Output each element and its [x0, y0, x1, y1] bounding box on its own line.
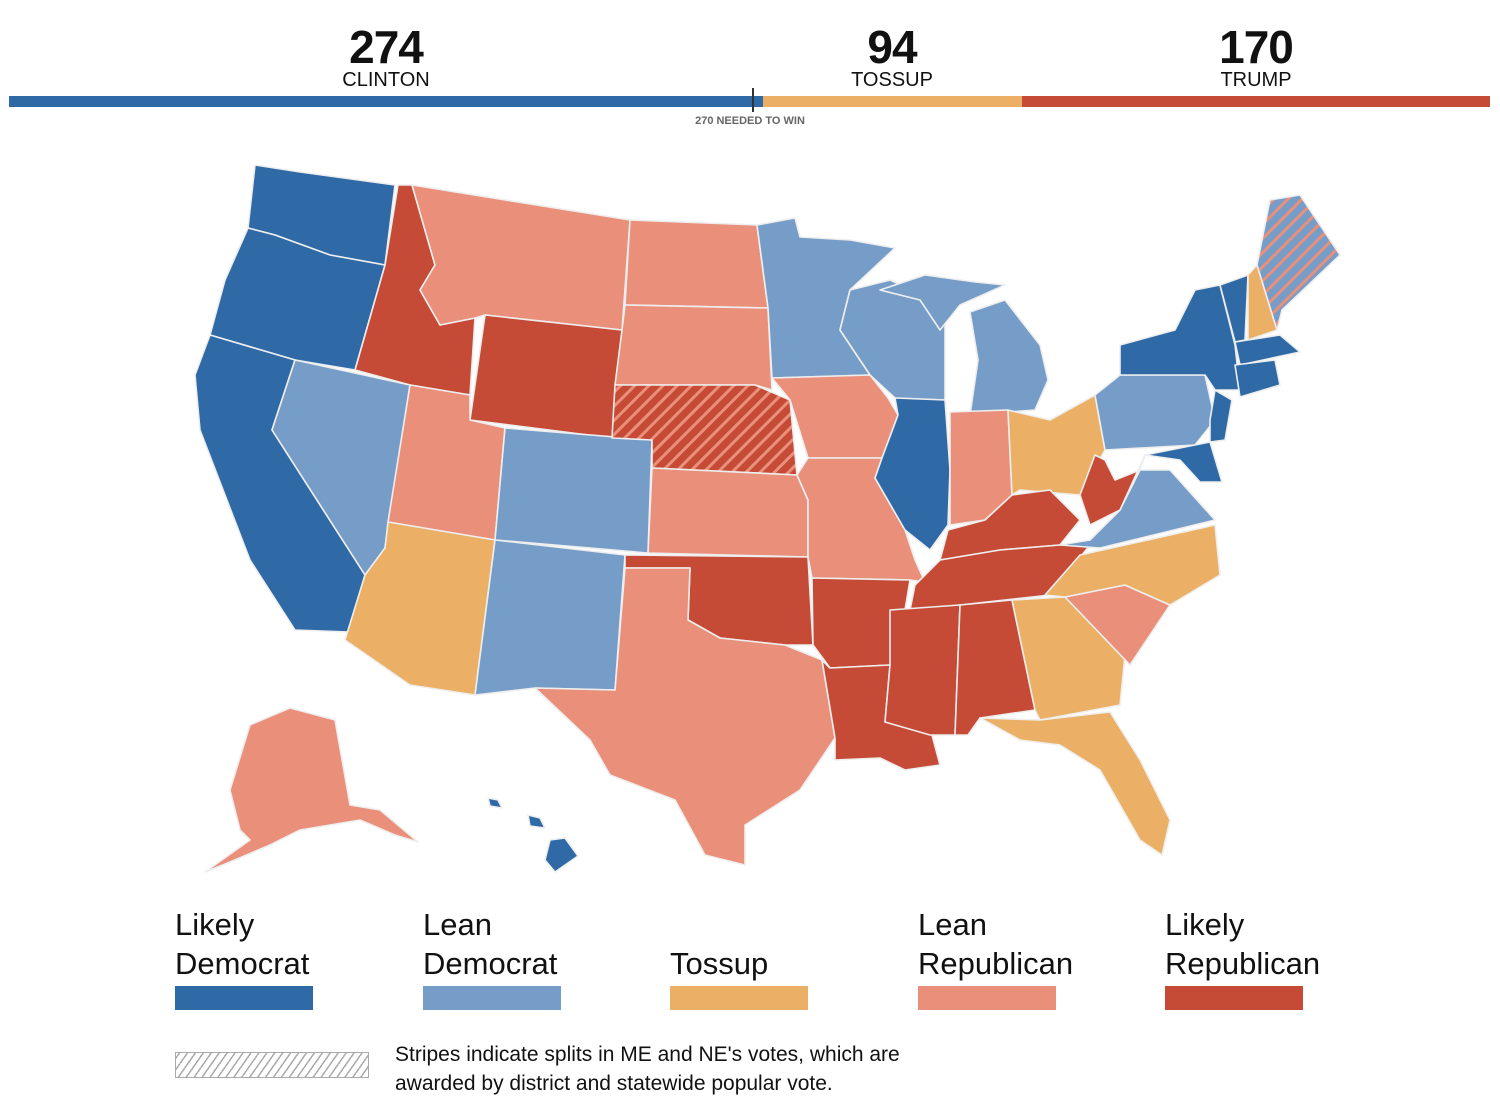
legend-likely-rep: Likely Republican — [1165, 905, 1325, 1010]
legend-line1: Likely — [175, 907, 255, 942]
legend-lean-dem: Lean Democrat — [423, 905, 583, 1010]
state-nm[interactable] — [474, 539, 626, 696]
state-ks[interactable] — [647, 467, 809, 558]
legend-line1: Lean — [423, 907, 492, 942]
clinton-label: CLINTON — [342, 69, 430, 91]
win-threshold-label: 270 NEEDED TO WIN — [695, 115, 805, 127]
tossup-count: 94 — [867, 21, 917, 73]
legend-line2: Democrat — [423, 946, 558, 981]
trump-count: 170 — [1219, 21, 1294, 73]
stripe-note: Stripes indicate splits in ME and NE's v… — [395, 1043, 900, 1095]
state-pa[interactable] — [1094, 374, 1216, 451]
state-sd[interactable] — [614, 304, 773, 391]
legend-swatch — [423, 986, 561, 1010]
state-wv[interactable] — [1079, 454, 1146, 526]
state-tx[interactable] — [534, 567, 836, 866]
state-nd[interactable] — [624, 219, 769, 309]
state-mi[interactable] — [969, 299, 1049, 416]
trump-bar — [1022, 96, 1490, 107]
legend-lean-rep: Lean Republican — [918, 905, 1078, 1010]
trump-total: 170 TRUMP — [1156, 24, 1356, 90]
trump-label: TRUMP — [1220, 69, 1292, 91]
legend-tossup: Tossup — [670, 905, 830, 1010]
legend-swatch — [1165, 986, 1303, 1010]
state-nc[interactable] — [1044, 524, 1221, 606]
state-md[interactable] — [1144, 441, 1223, 483]
state-il[interactable] — [874, 397, 951, 551]
legend-likely-dem: Likely Democrat — [175, 905, 335, 1010]
state-hi[interactable] — [544, 837, 579, 873]
clinton-total: 274 CLINTON — [286, 24, 486, 90]
win-threshold-marker — [752, 88, 755, 112]
state-nj[interactable] — [1209, 389, 1233, 443]
state-ms[interactable] — [884, 604, 961, 736]
state-mi-upper[interactable] — [879, 274, 1006, 331]
legend-swatch — [918, 986, 1056, 1010]
state-me[interactable] — [1256, 194, 1341, 331]
legend-swatch — [175, 986, 313, 1010]
state-wy[interactable] — [469, 314, 623, 439]
state-mt[interactable] — [411, 184, 631, 331]
state-va[interactable] — [1059, 469, 1216, 549]
tossup-bar — [763, 96, 1022, 107]
legend-line2: Tossup — [670, 946, 769, 981]
clinton-bar — [9, 96, 764, 107]
legend-line2: Democrat — [175, 946, 310, 981]
state-fl[interactable] — [979, 711, 1171, 856]
state-co[interactable] — [494, 427, 653, 554]
legend-line1: Likely — [1165, 907, 1245, 942]
state-ct[interactable] — [1234, 359, 1281, 398]
state-hi-oahu[interactable] — [487, 797, 503, 809]
stripe-legend-swatch — [175, 1052, 369, 1078]
clinton-count: 274 — [349, 21, 424, 73]
legend-line1: Lean — [918, 907, 987, 942]
tossup-label: TOSSUP — [851, 69, 933, 91]
legend-line2: Republican — [918, 946, 1074, 981]
state-ny[interactable] — [1119, 284, 1241, 391]
state-hi-maui[interactable] — [527, 814, 546, 829]
legend-line2: Republican — [1165, 946, 1321, 981]
tossup-total: 94 TOSSUP — [792, 24, 992, 90]
legend-swatch — [670, 986, 808, 1010]
state-ak[interactable] — [204, 707, 419, 873]
state-ma[interactable] — [1234, 334, 1301, 366]
